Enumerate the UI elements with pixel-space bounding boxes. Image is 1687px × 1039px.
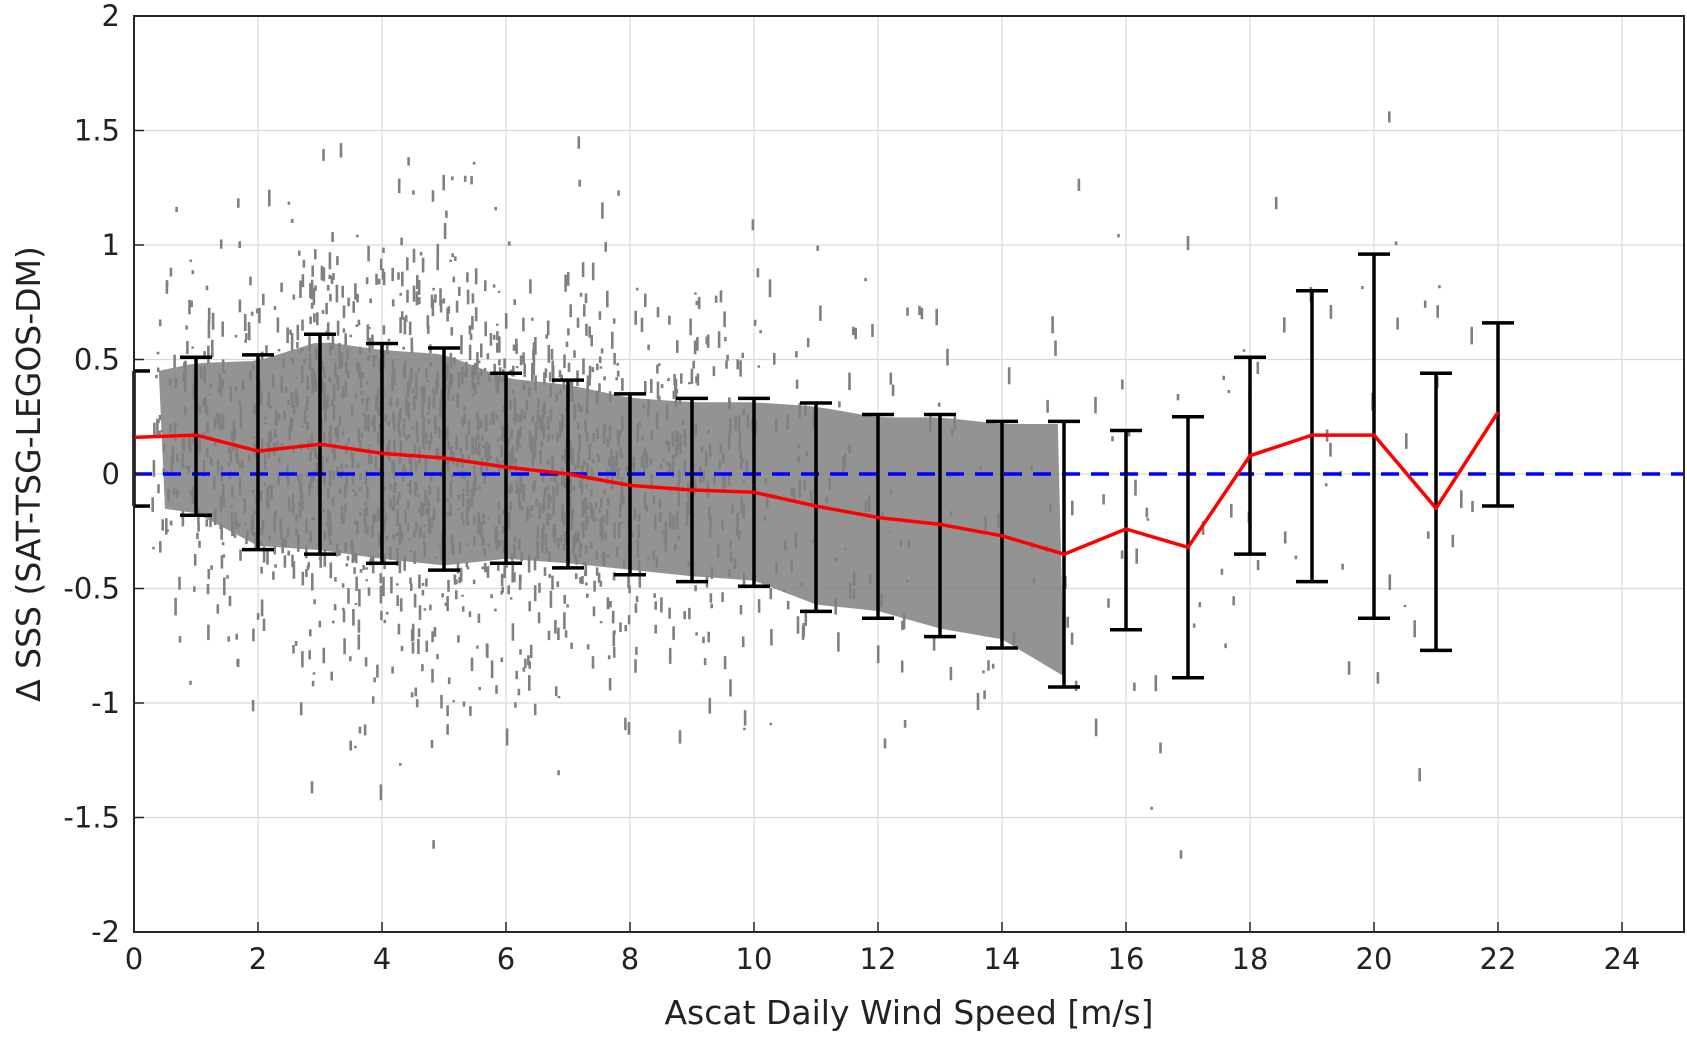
x-tick-label: 2 [249, 942, 267, 976]
y-tick-label: -1.5 [63, 801, 120, 835]
mean-line [133, 411, 1500, 556]
scatter-core [158, 342, 1065, 677]
x-tick-label: 8 [621, 942, 639, 976]
x-tick-label: 24 [1604, 942, 1641, 976]
x-tick-label: 18 [1232, 942, 1269, 976]
x-tick-label: 4 [373, 942, 391, 976]
y-tick-label: -0.5 [63, 572, 120, 606]
y-tick-label: 1.5 [74, 114, 120, 148]
x-tick-label: 22 [1480, 942, 1517, 976]
x-tick-label: 14 [984, 942, 1021, 976]
x-tick-label: 20 [1356, 942, 1393, 976]
x-tick-label: 0 [125, 942, 143, 976]
y-tick-label: 1 [102, 228, 120, 262]
y-axis-label: Δ SSS (SAT-TSG-LEGOS-DM) [9, 246, 48, 702]
y-axis-ticks: -2 -1.5 -1 -0.5 0 0.5 1 1.5 2 [63, 0, 144, 949]
y-tick-label: 2 [102, 0, 120, 33]
y-tick-label: -1 [91, 686, 120, 720]
y-tick-label: -2 [91, 915, 120, 949]
x-axis-label: Ascat Daily Wind Speed [m/s] [664, 993, 1153, 1032]
x-tick-label: 16 [1108, 942, 1145, 976]
error-bar [1420, 371, 1452, 653]
x-axis-ticks: 0 2 4 6 8 10 12 14 16 18 20 22 24 [125, 922, 1641, 976]
x-tick-label: 6 [497, 942, 515, 976]
x-tick-label: 10 [736, 942, 773, 976]
mean-line-path [133, 411, 1500, 556]
x-tick-label: 12 [860, 942, 897, 976]
y-tick-label: 0 [102, 457, 120, 491]
y-tick-label: 0.5 [74, 343, 120, 377]
